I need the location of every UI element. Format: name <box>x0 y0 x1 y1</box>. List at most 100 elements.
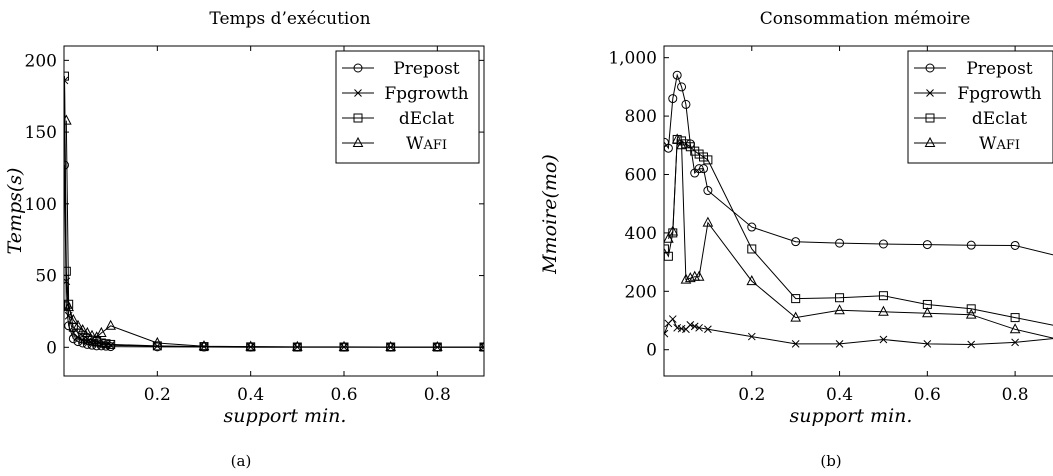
data-point <box>667 225 679 236</box>
y-tick-label: 800 <box>625 107 657 127</box>
data-point <box>668 315 677 323</box>
data-point <box>72 319 84 330</box>
legend-marker <box>352 136 364 147</box>
series-wafi <box>64 114 484 352</box>
data-point <box>704 325 712 334</box>
data-point <box>702 216 714 227</box>
data-point <box>967 340 976 349</box>
legend-entry: Fpgrowth <box>342 84 469 104</box>
data-point <box>480 343 484 352</box>
legend-entry: dEclat <box>914 109 1027 129</box>
y-tick-label: 50 <box>35 267 57 287</box>
legend-entry: Prepost <box>914 59 1033 79</box>
legend-marker <box>924 136 936 147</box>
data-point <box>694 164 704 174</box>
data-point <box>68 313 79 325</box>
data-point <box>690 322 699 331</box>
data-point <box>672 70 682 80</box>
data-point <box>966 240 976 250</box>
x-tick-label: 0.4 <box>826 385 853 405</box>
y-tick-label: 200 <box>625 282 657 302</box>
x-axis-label: support min. <box>789 405 913 427</box>
y-tick-label: 1,000 <box>608 49 657 69</box>
data-point <box>1009 323 1021 334</box>
data-point <box>106 339 116 349</box>
legend-marker <box>353 113 363 123</box>
data-point <box>1011 338 1019 347</box>
data-point <box>791 294 801 304</box>
legend-label: dEclat <box>972 109 1027 129</box>
data-point <box>432 340 443 352</box>
y-axis-label: Temps(s) <box>4 167 26 255</box>
data-point <box>693 270 705 281</box>
data-point <box>338 340 350 351</box>
data-point <box>699 164 708 174</box>
x-tick-label: 0.6 <box>914 385 941 405</box>
data-point <box>966 304 976 314</box>
data-point <box>686 321 695 329</box>
series-fpgrowth <box>664 315 1053 349</box>
data-point <box>96 326 107 337</box>
data-point <box>385 340 396 352</box>
data-point <box>703 155 713 165</box>
chart-plot-area: 0.2 0.4 0.6 0.8 0 50 100 150 200 Prepost Fpgrowth d… <box>25 45 485 405</box>
data-point <box>101 339 111 349</box>
data-point <box>677 82 687 92</box>
data-point <box>703 186 713 196</box>
legend-box <box>335 50 480 164</box>
legend-marker <box>926 89 934 97</box>
x-tick-label: 0.8 <box>424 385 451 405</box>
data-point <box>922 240 932 250</box>
figure-caption: (b) <box>820 452 842 470</box>
data-point <box>835 340 844 348</box>
data-point <box>834 304 845 315</box>
data-point <box>695 323 703 332</box>
x-tick-label: 0.2 <box>144 385 171 405</box>
data-point <box>77 324 88 335</box>
data-point <box>1010 240 1020 250</box>
data-point <box>152 336 163 347</box>
data-point <box>879 335 888 344</box>
data-point <box>671 133 683 144</box>
data-point <box>68 334 78 344</box>
data-point <box>664 232 674 243</box>
data-point <box>292 340 303 351</box>
data-point <box>676 139 687 150</box>
data-point <box>791 237 801 247</box>
y-tick-label: 100 <box>25 195 57 215</box>
data-point <box>965 308 977 319</box>
series-line <box>667 138 1053 339</box>
data-point <box>922 307 933 318</box>
data-point <box>478 340 484 352</box>
x-tick-label: 0.8 <box>1002 385 1029 405</box>
data-point <box>747 244 757 254</box>
data-point <box>198 340 210 351</box>
series-wafi <box>664 133 1053 339</box>
legend-label: Fpgrowth <box>384 84 468 104</box>
data-point <box>82 326 93 337</box>
data-point <box>64 266 71 276</box>
data-point <box>878 305 889 316</box>
data-point <box>790 311 801 322</box>
data-point <box>105 319 116 330</box>
chart-execution-time: Temps d’exécution 0.2 0.4 0.6 0.8 0 50 100 150 2… <box>0 0 520 476</box>
legend-entry: WAFI <box>914 134 1020 154</box>
series-prepost <box>64 160 484 352</box>
legend-entry: Fpgrowth <box>914 84 1042 104</box>
series-line <box>664 318 1053 346</box>
legend-marker <box>354 89 362 97</box>
data-point <box>1010 313 1020 323</box>
data-point <box>668 94 678 104</box>
legend-box <box>907 50 1053 164</box>
data-point <box>835 293 845 303</box>
x-axis-label: support min. <box>223 405 347 427</box>
y-tick-label: 0 <box>646 341 657 361</box>
legend-marker <box>925 63 935 73</box>
x-tick-label: 0.4 <box>237 385 264 405</box>
data-point <box>78 331 88 341</box>
data-point <box>923 340 932 348</box>
legend-marker <box>925 113 935 123</box>
legend-label: Prepost <box>966 59 1032 79</box>
data-point <box>64 301 74 312</box>
legend-label: WAFI <box>406 134 447 154</box>
